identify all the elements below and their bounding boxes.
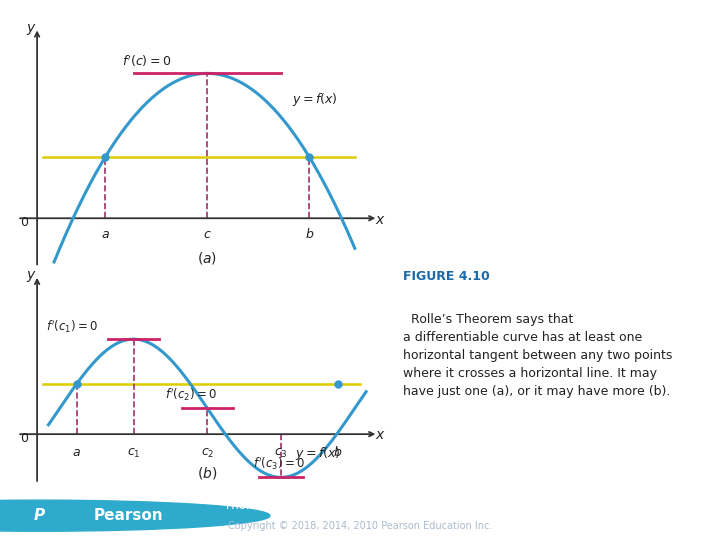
Text: $b$: $b$ bbox=[333, 445, 343, 459]
Text: $y = f(x)$: $y = f(x)$ bbox=[295, 446, 341, 462]
Text: $0$: $0$ bbox=[20, 216, 30, 229]
Text: $0$: $0$ bbox=[20, 432, 30, 445]
Text: $(a)$: $(a)$ bbox=[197, 249, 217, 266]
Text: Slide 16 of 103: Slide 16 of 103 bbox=[570, 508, 698, 523]
Text: $c_3$: $c_3$ bbox=[274, 447, 288, 460]
Text: Copyright © 2018, 2014, 2010 Pearson Education Inc.: Copyright © 2018, 2014, 2010 Pearson Edu… bbox=[228, 522, 492, 531]
Text: $y = f(x)$: $y = f(x)$ bbox=[292, 91, 338, 108]
Text: $b$: $b$ bbox=[305, 227, 314, 241]
Text: $f'(c) = 0$: $f'(c) = 0$ bbox=[122, 53, 171, 69]
Text: $c_1$: $c_1$ bbox=[127, 447, 140, 460]
Text: Rolle’s Theorem says that
a differentiable curve has at least one
horizontal tan: Rolle’s Theorem says that a differentiab… bbox=[403, 313, 672, 398]
Text: FIGURE 4.10: FIGURE 4.10 bbox=[403, 270, 490, 283]
Text: $(b)$: $(b)$ bbox=[197, 465, 217, 481]
Text: $x$: $x$ bbox=[374, 428, 385, 442]
Text: $c_2$: $c_2$ bbox=[201, 447, 214, 460]
Text: Pearson: Pearson bbox=[94, 508, 163, 523]
Text: $f'(c_1) = 0$: $f'(c_1) = 0$ bbox=[45, 319, 98, 335]
Text: Thomas' Calculus: Early Transcendentals, 14e: Thomas' Calculus: Early Transcendentals,… bbox=[225, 500, 495, 512]
Text: $a$: $a$ bbox=[101, 228, 109, 241]
Text: $y$: $y$ bbox=[26, 268, 37, 284]
Text: $f'(c_3) = 0$: $f'(c_3) = 0$ bbox=[253, 455, 305, 472]
Text: $y$: $y$ bbox=[26, 22, 37, 37]
Text: $a$: $a$ bbox=[73, 446, 81, 459]
Text: P: P bbox=[34, 508, 45, 523]
Text: $c$: $c$ bbox=[203, 228, 212, 241]
Circle shape bbox=[0, 500, 270, 531]
Text: $f'(c_2) = 0$: $f'(c_2) = 0$ bbox=[165, 386, 217, 403]
Text: $x$: $x$ bbox=[374, 213, 385, 227]
